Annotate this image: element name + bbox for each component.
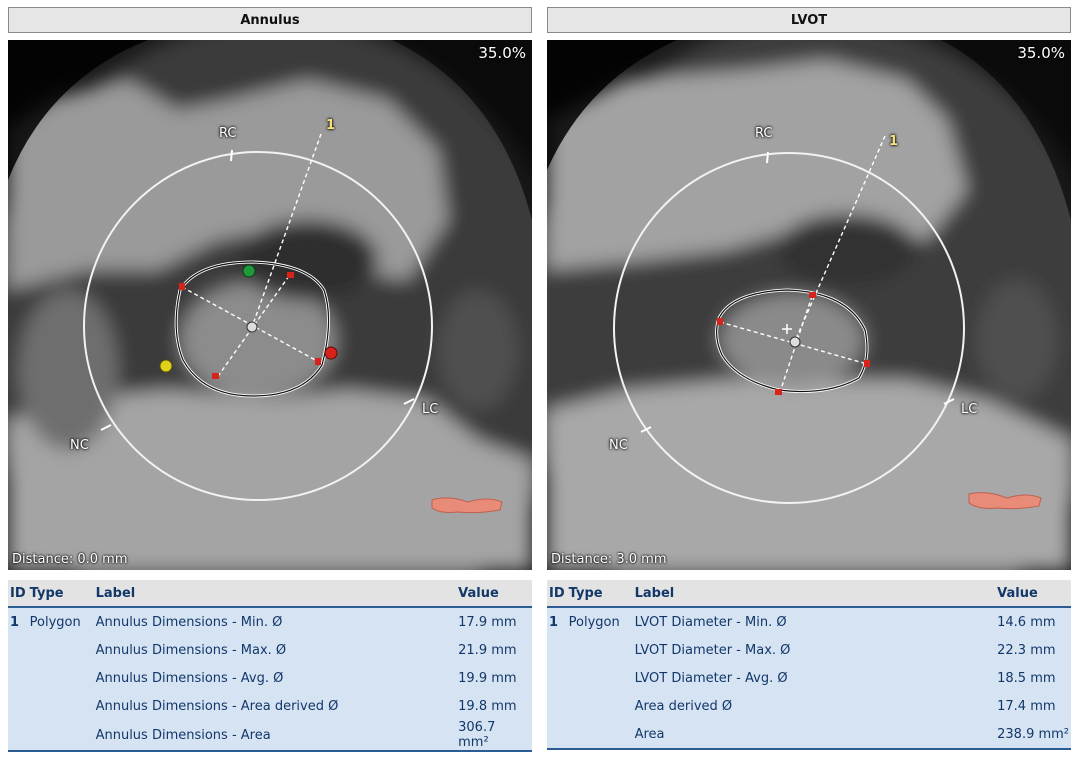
measurements-table: ID Type Label Value 1 Polygon Annulus Di… [8,580,532,752]
cell-value: 22.3 mm [995,636,1071,664]
zoom-level: 35.0% [1017,44,1065,62]
label-lc: LC [422,402,439,417]
cell-id [8,720,28,752]
cell-type: Polygon [27,607,94,636]
cell-value: 238.9 mm² [995,720,1071,750]
cell-value: 19.9 mm [456,664,532,692]
table-row[interactable]: 1 Polygon LVOT Diameter - Min. Ø 14.6 mm [547,607,1071,636]
cell-id [547,720,567,750]
header-id[interactable]: ID [547,580,567,608]
label-lc: LC [961,402,978,417]
header-label[interactable]: Label [632,580,996,608]
label-1: 1 [326,118,336,133]
table-header-row: ID Type Label Value [547,580,1071,608]
cell-label: LVOT Diameter - Max. Ø [632,636,996,664]
lvot-panel: LVOT [547,0,1071,757]
cell-type [566,664,633,692]
cell-value: 14.6 mm [995,607,1071,636]
cell-type [566,692,633,720]
label-rc: RC [219,126,237,141]
cell-type [27,664,94,692]
cell-type [566,636,633,664]
cell-label: Annulus Dimensions - Area [93,720,457,752]
label-nc: NC [70,438,89,453]
table-row[interactable]: LVOT Diameter - Max. Ø 22.3 mm [547,636,1071,664]
table-header-row: ID Type Label Value [8,580,532,608]
header-value[interactable]: Value [456,580,532,608]
label-1: 1 [889,134,899,149]
red-marker[interactable] [324,346,338,360]
cell-type: Polygon [566,607,633,636]
cell-label: Annulus Dimensions - Area derived Ø [93,692,457,720]
ct-viewport-annulus[interactable]: 35.0% RC LC NC 1 Distance: 0.0 mm [8,40,532,570]
yellow-marker[interactable] [159,359,173,373]
green-marker[interactable] [242,264,256,278]
ct-image [547,40,1071,570]
table-row[interactable]: Annulus Dimensions - Area 306.7 mm² [8,720,532,752]
table-row[interactable]: Annulus Dimensions - Max. Ø 21.9 mm [8,636,532,664]
cell-type [566,720,633,750]
cell-label: Area [632,720,996,750]
table-row[interactable]: Area 238.9 mm² [547,720,1071,750]
measurements-table: ID Type Label Value 1 Polygon LVOT Diame… [547,580,1071,750]
zoom-level: 35.0% [478,44,526,62]
cell-label: Annulus Dimensions - Avg. Ø [93,664,457,692]
cell-label: LVOT Diameter - Min. Ø [632,607,996,636]
header-type[interactable]: Type [566,580,633,608]
cell-label: LVOT Diameter - Avg. Ø [632,664,996,692]
cell-value: 306.7 mm² [456,720,532,752]
cell-type [27,720,94,752]
label-rc: RC [755,126,773,141]
cell-id [547,664,567,692]
distance-readout: Distance: 3.0 mm [551,552,667,567]
header-type[interactable]: Type [27,580,94,608]
cell-value: 18.5 mm [995,664,1071,692]
header-value[interactable]: Value [995,580,1071,608]
distance-readout: Distance: 0.0 mm [12,552,128,567]
panel-title: LVOT [547,7,1071,33]
cell-value: 17.4 mm [995,692,1071,720]
header-id[interactable]: ID [8,580,28,608]
table-row[interactable]: Annulus Dimensions - Area derived Ø 19.8… [8,692,532,720]
cell-id [547,636,567,664]
table-row[interactable]: Area derived Ø 17.4 mm [547,692,1071,720]
panel-title: Annulus [8,7,532,33]
label-nc: NC [609,438,628,453]
cell-id [8,664,28,692]
cell-type [27,692,94,720]
cell-id [547,692,567,720]
table-row[interactable]: Annulus Dimensions - Avg. Ø 19.9 mm [8,664,532,692]
cell-value: 21.9 mm [456,636,532,664]
ct-viewport-lvot[interactable]: 35.0% RC LC NC 1 Distance: 3.0 mm [547,40,1071,570]
cell-id: 1 [547,607,567,636]
header-label[interactable]: Label [93,580,457,608]
cell-id [8,636,28,664]
table-row[interactable]: LVOT Diameter - Avg. Ø 18.5 mm [547,664,1071,692]
table-row[interactable]: 1 Polygon Annulus Dimensions - Min. Ø 17… [8,607,532,636]
3d-model-icon [968,492,1042,510]
annulus-panel: Annulus [8,0,532,757]
cell-id: 1 [8,607,28,636]
cell-type [27,636,94,664]
cell-label: Annulus Dimensions - Min. Ø [93,607,457,636]
cell-id [8,692,28,720]
3d-model-icon [431,497,503,514]
cell-value: 19.8 mm [456,692,532,720]
cell-label: Annulus Dimensions - Max. Ø [93,636,457,664]
cell-value: 17.9 mm [456,607,532,636]
cell-label: Area derived Ø [632,692,996,720]
ct-image [8,40,532,570]
